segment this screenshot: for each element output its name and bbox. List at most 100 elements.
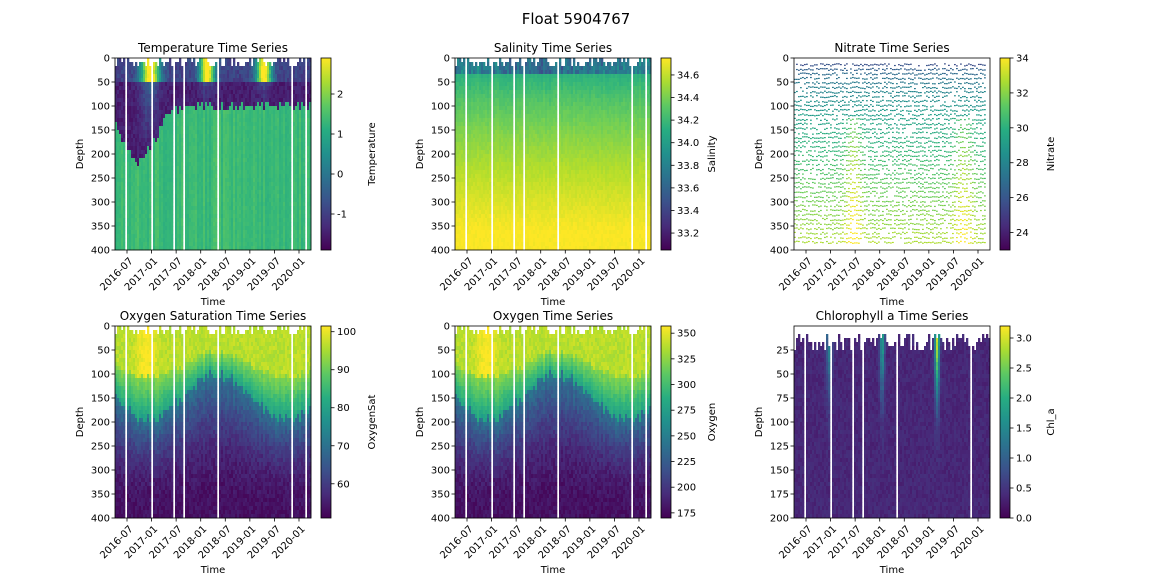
panel-2-cell xyxy=(469,78,471,82)
panel-1-cell xyxy=(301,138,303,142)
panel-1-cell xyxy=(153,94,155,98)
panel-1-cell xyxy=(171,222,173,226)
panel-1-cell xyxy=(215,106,217,110)
panel-1-cell xyxy=(153,210,155,214)
panel-1-cell xyxy=(245,62,247,66)
panel-1-cell xyxy=(261,102,263,106)
panel-1-cell xyxy=(259,182,261,186)
panel-1-cell xyxy=(285,78,287,82)
panel-1-cell xyxy=(301,174,303,178)
panel-1-cell xyxy=(123,86,125,90)
panel-1-cell xyxy=(285,190,287,194)
panel-1-cell xyxy=(165,242,167,246)
panel-1-cell xyxy=(225,90,227,94)
panel-1-cell xyxy=(233,222,235,226)
panel-1-cell xyxy=(131,126,133,130)
panel-1-cell xyxy=(297,170,299,174)
panel-1-cell xyxy=(141,66,143,70)
panel-1-column xyxy=(235,66,237,250)
panel-1-cell xyxy=(285,126,287,130)
panel-1-cell xyxy=(163,110,165,114)
panel-1-cell xyxy=(299,142,301,146)
panel-1-cell xyxy=(277,106,279,110)
panel-2-cell xyxy=(469,198,471,202)
panel-1-cell xyxy=(131,230,133,234)
panel-1-cell xyxy=(277,242,279,246)
panel-1-cell xyxy=(121,206,123,210)
panel-1-cell xyxy=(165,178,167,182)
panel-1-cell xyxy=(149,210,151,214)
panel-1-cell xyxy=(241,174,243,178)
panel-1-column xyxy=(303,58,305,250)
panel-1-cell xyxy=(121,138,123,142)
panel-1-cell xyxy=(187,74,189,78)
panel-1-cell xyxy=(257,166,259,170)
panel-1-cell xyxy=(163,86,165,90)
panel-1-cell xyxy=(167,206,169,210)
panel-1-cell xyxy=(299,170,301,174)
panel-1-cell xyxy=(233,82,235,86)
panel-1-cell xyxy=(149,178,151,182)
panel-1-cell xyxy=(213,162,215,166)
panel-1-cell xyxy=(287,74,289,78)
panel-1-cell xyxy=(139,118,141,122)
panel-2-cell xyxy=(469,166,471,170)
panel-1-cell xyxy=(131,94,133,98)
panel-1-cell xyxy=(137,206,139,210)
panel-1-cell xyxy=(233,154,235,158)
panel-1-cell xyxy=(259,186,261,190)
panel-1-cell xyxy=(195,146,197,150)
panel-1-cell xyxy=(181,102,183,106)
panel-1-cell xyxy=(269,214,271,218)
panel-1-cell xyxy=(271,114,273,118)
panel-1-cell xyxy=(141,86,143,90)
panel-1-cell xyxy=(221,230,223,234)
panel-1-cell xyxy=(157,202,159,206)
panel-1-cell xyxy=(209,66,211,70)
panel-1-cell xyxy=(145,122,147,126)
panel-1-cell xyxy=(227,106,229,110)
panel-1-cell xyxy=(197,82,199,86)
panel-1-cell xyxy=(251,198,253,202)
panel-1-cell xyxy=(197,162,199,166)
panel-1-cell xyxy=(165,138,167,142)
panel-1-cell xyxy=(255,66,257,70)
panel-1-cell xyxy=(169,238,171,242)
panel-2-cell xyxy=(459,202,461,206)
panel-1-cell xyxy=(237,234,239,238)
panel-1-cell xyxy=(223,202,225,206)
panel-1-cell xyxy=(253,150,255,154)
panel-1-cell xyxy=(221,82,223,86)
panel-1-cell xyxy=(239,122,241,126)
panel-2-cell xyxy=(479,162,481,166)
panel-1-cell xyxy=(307,114,309,118)
panel-1-cell xyxy=(167,114,169,118)
panel-1-cell xyxy=(213,138,215,142)
panel-1-cell xyxy=(127,110,129,114)
panel-1-cell xyxy=(155,134,157,138)
panel-1-cell xyxy=(289,134,291,138)
panel-1-cell xyxy=(263,90,265,94)
panel-1-cell xyxy=(147,174,149,178)
panel-1-cell xyxy=(257,210,259,214)
panel-1-cell xyxy=(187,162,189,166)
panel-1-cell xyxy=(211,146,213,150)
panel-1-cell xyxy=(253,118,255,122)
panel-1-cell xyxy=(301,202,303,206)
panel-1-cell xyxy=(145,214,147,218)
panel-1-colorbar-tick-label: -1 xyxy=(337,210,347,221)
panel-1-cell xyxy=(273,210,275,214)
panel-1-cell xyxy=(259,194,261,198)
panel-1-cell xyxy=(293,66,295,70)
panel-1-cell xyxy=(231,226,233,230)
panel-1-cell xyxy=(163,90,165,94)
panel-1-cell xyxy=(225,62,227,66)
panel-1-cell xyxy=(279,82,281,86)
panel-1-cell xyxy=(269,62,271,66)
panel-1-cell xyxy=(257,118,259,122)
panel-1-cell xyxy=(161,198,163,202)
panel-1-cell xyxy=(243,162,245,166)
panel-1-cell xyxy=(185,206,187,210)
panel-1-cell xyxy=(283,198,285,202)
panel-1-cell xyxy=(267,82,269,86)
